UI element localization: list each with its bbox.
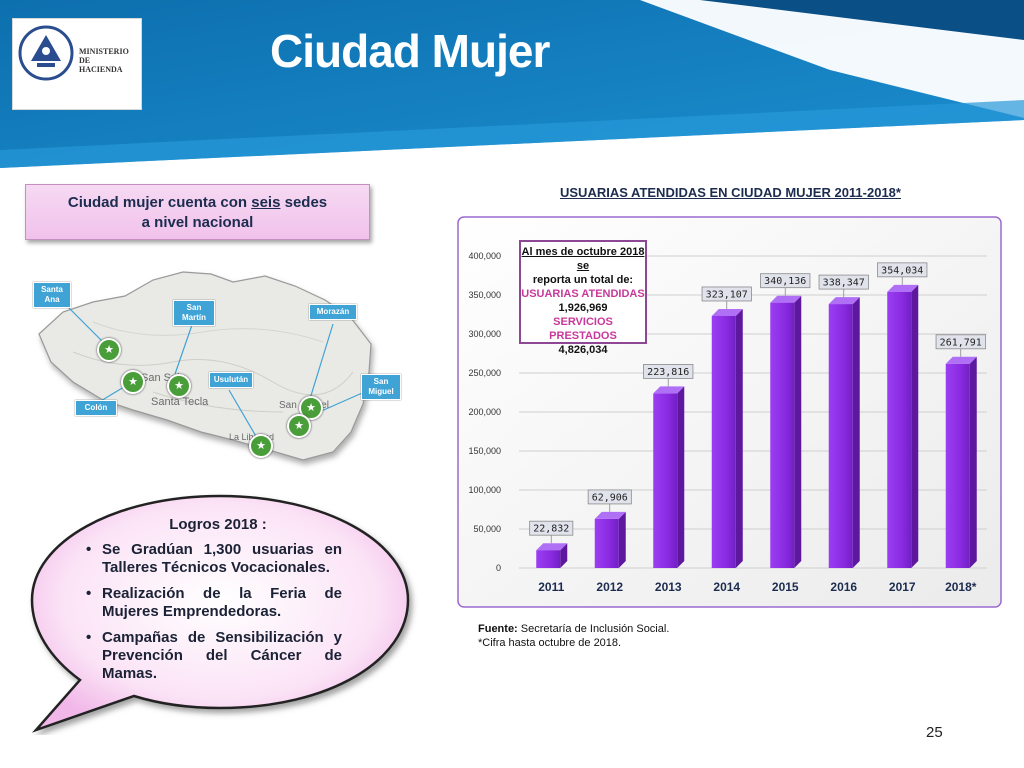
source-note: Fuente: Secretaría de Inclusión Social. … xyxy=(478,622,669,650)
svg-text:354,034: 354,034 xyxy=(881,265,923,276)
star-icon: ★ xyxy=(121,370,145,394)
government-logo: MINISTERIO DE HACIENDA xyxy=(12,18,142,110)
annotation-label-2: SERVICIOS PRESTADOS xyxy=(549,316,617,342)
data-label: 323,107 xyxy=(701,286,752,309)
annotation-line-1: Al mes de octubre 2018 se xyxy=(521,246,645,272)
sede-label-san-miguel: San Miguel xyxy=(361,374,401,400)
city-label: Santa Tecla xyxy=(151,396,209,408)
bullet-icon: • xyxy=(86,541,92,558)
data-label: 223,816 xyxy=(643,364,694,387)
achievement-item: • Realización de la Feria de Mujeres Empr… xyxy=(84,585,342,621)
star-icon: ★ xyxy=(287,414,311,438)
government-label: GOBIERNO xyxy=(14,85,81,99)
svg-text:22,832: 22,832 xyxy=(533,524,569,535)
sede-label-colon: Colón xyxy=(75,400,117,416)
x-tick-label: 2016 xyxy=(830,580,857,594)
svg-text:223,816: 223,816 xyxy=(647,367,689,378)
svg-text:261,791: 261,791 xyxy=(940,337,982,348)
bar-2016 xyxy=(828,297,860,568)
bar-2015 xyxy=(770,295,802,568)
achievement-item: • Campañas de Sensibilización y Prevenció… xyxy=(84,629,342,683)
y-tick-label: 250,000 xyxy=(468,368,501,378)
sede-label-morazan: Morazán xyxy=(309,304,357,320)
data-label: 338,347 xyxy=(818,274,869,298)
page-number: 25 xyxy=(926,724,943,741)
page-title: Ciudad Mujer xyxy=(270,25,550,77)
data-label: 261,791 xyxy=(935,334,986,357)
data-label: 22,832 xyxy=(529,520,574,544)
svg-text:340,136: 340,136 xyxy=(764,276,806,287)
source-text: Secretaría de Inclusión Social. xyxy=(517,623,670,635)
annotation-label-1: USUARIAS ATENDIDAS xyxy=(521,288,645,300)
svg-text:62,906: 62,906 xyxy=(592,492,628,503)
sedes-count: seis xyxy=(251,194,281,211)
sedes-prefix: Ciudad mujer cuenta con xyxy=(67,194,252,211)
sedes-callout: Ciudad mujer cuenta con seis sedes a niv… xyxy=(25,184,370,240)
chart-title: USUARIAS ATENDIDAS EN CIUDAD MUJER 2011-… xyxy=(560,185,901,200)
annotation-value-2: 4,826,034 xyxy=(558,344,608,356)
x-tick-label: 2011 xyxy=(538,580,564,594)
star-icon: ★ xyxy=(97,338,121,362)
star-icon: ★ xyxy=(167,374,191,398)
y-tick-label: 350,000 xyxy=(468,290,501,300)
achievements-panel: Logros 2018 : • Se Gradúan 1,300 usuarias… xyxy=(84,516,342,691)
footnote: *Cifra hasta octubre de 2018. xyxy=(478,637,622,649)
y-tick-label: 50,000 xyxy=(473,524,501,534)
bar-2012 xyxy=(594,511,626,568)
y-tick-label: 0 xyxy=(496,563,501,573)
bar-2013 xyxy=(653,386,685,568)
x-tick-label: 2012 xyxy=(596,580,623,594)
y-tick-label: 400,000 xyxy=(468,251,501,261)
achievement-item: • Se Gradúan 1,300 usuarias en Talleres T… xyxy=(84,541,342,577)
bar-2017 xyxy=(887,284,919,568)
x-tick-label: 2018* xyxy=(945,580,977,594)
y-tick-label: 150,000 xyxy=(468,446,501,456)
y-tick-label: 200,000 xyxy=(468,407,501,417)
speech-bubble xyxy=(30,494,410,733)
bullet-icon: • xyxy=(86,585,92,602)
svg-text:338,347: 338,347 xyxy=(823,278,865,289)
sede-label-san-martin: San Martín xyxy=(173,300,215,326)
sedes-suffix: sedes xyxy=(280,194,328,211)
annotation-value-1: 1,926,969 xyxy=(558,302,608,314)
sede-label-usulutan: Usulután xyxy=(209,372,253,388)
sedes-line-2: a nivel nacional xyxy=(141,214,254,231)
data-label: 354,034 xyxy=(877,262,928,285)
y-tick-label: 100,000 xyxy=(468,485,501,495)
chart-annotation: Al mes de octubre 2018 se reporta un tot… xyxy=(519,240,647,356)
sede-label-santa-ana: Santa Ana xyxy=(33,282,71,308)
svg-text:323,107: 323,107 xyxy=(706,289,748,300)
source-line: Fuente: Secretaría de Inclusión Social. xyxy=(478,622,669,636)
bullet-icon: • xyxy=(86,629,92,646)
star-icon: ★ xyxy=(249,434,273,458)
bar-2011 xyxy=(536,543,568,568)
achievements-title: Logros 2018 : xyxy=(169,516,267,533)
source-label: Fuente: xyxy=(478,623,518,635)
y-tick-label: 300,000 xyxy=(468,329,501,339)
bar-2018* xyxy=(945,356,977,568)
x-tick-label: 2013 xyxy=(655,580,682,594)
ministry-name: MINISTERIO DE HACIENDA xyxy=(79,47,129,74)
header-band xyxy=(0,0,1024,168)
achievement-text: Campañas de Sensibilización y Prevención… xyxy=(102,629,342,682)
data-label: 62,906 xyxy=(587,489,632,512)
bar-2014 xyxy=(711,308,743,568)
bar-chart: 0 50,000 100,000 150,000 200,000 250,000 300,0… xyxy=(457,216,1002,608)
x-tick-label: 2014 xyxy=(713,580,740,594)
country-label: DE EL SALVADOR xyxy=(14,98,83,107)
el-salvador-map: San Salv Santa Tecla La Libertad San Mig… xyxy=(33,262,405,482)
coat-of-arms-icon xyxy=(18,25,74,81)
achievement-text: Realización de la Feria de Mujeres Empre… xyxy=(102,585,342,620)
x-tick-label: 2017 xyxy=(889,580,916,594)
annotation-line-2: reporta un total de: xyxy=(532,274,634,286)
x-tick-label: 2015 xyxy=(772,580,799,594)
achievement-text: Se Gradúan 1,300 usuarias en Talleres Té… xyxy=(102,541,342,576)
data-label: 340,136 xyxy=(760,273,811,296)
sedes-line-1: Ciudad mujer cuenta con seis sedes xyxy=(26,193,369,213)
map-outline xyxy=(38,271,372,461)
